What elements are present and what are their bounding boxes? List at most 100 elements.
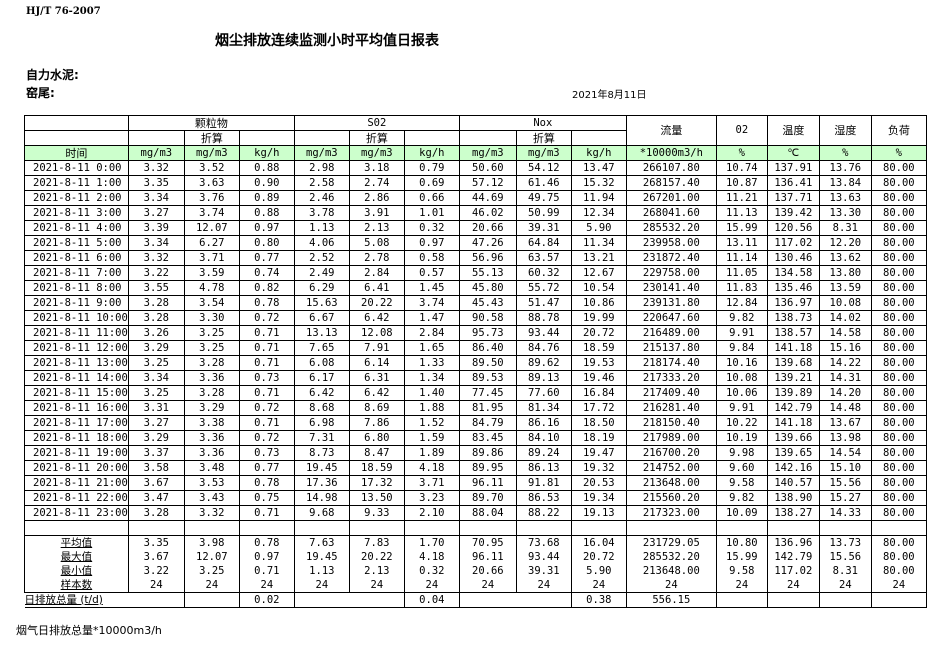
- table-row: 2021-8-11 18:00 3.29 3.36 0.72 7.31 6.80 1.59 8…: [24, 430, 927, 446]
- value-cell: 13.30: [818, 205, 872, 221]
- value-cell: 15.16: [818, 340, 872, 356]
- value-cell: 0.78: [238, 475, 295, 491]
- value-cell: 3.37: [127, 445, 185, 461]
- time-cell: 2021-8-11 21:00: [24, 475, 129, 491]
- stat-value: 24: [818, 578, 872, 593]
- value-cell: 96.11: [458, 475, 517, 491]
- value-cell: 14.20: [818, 385, 872, 401]
- stat-value: 13.73: [818, 535, 872, 550]
- stat-label-text: 样本数: [60, 578, 93, 591]
- value-cell: 12.67: [570, 265, 627, 281]
- empty-cell: [870, 520, 927, 536]
- stat-value: 2.13: [348, 564, 405, 578]
- stat-value: 24: [766, 578, 820, 593]
- value-cell: 50.60: [458, 160, 517, 176]
- value-cell: 86.53: [515, 490, 572, 506]
- empty-cell: [24, 130, 129, 146]
- value-cell: 80.00: [870, 325, 927, 341]
- value-cell: 0.75: [238, 490, 295, 506]
- value-cell: 9.82: [715, 310, 768, 326]
- value-cell: 80.00: [870, 235, 927, 251]
- value-cell: 0.57: [403, 265, 460, 281]
- value-cell: 10.74: [715, 160, 768, 176]
- value-cell: 0.71: [238, 415, 295, 431]
- value-cell: 20.53: [570, 475, 627, 491]
- value-cell: 11.14: [715, 250, 768, 266]
- stat-value: 24: [238, 578, 295, 593]
- value-cell: 1.33: [403, 355, 460, 371]
- table-row: 2021-8-11 20:00 3.58 3.48 0.77 19.45 18.59 4.1…: [24, 460, 927, 476]
- value-cell: 138.90: [766, 490, 820, 506]
- value-cell: 3.52: [183, 160, 240, 176]
- value-cell: 218150.40: [625, 415, 717, 431]
- value-cell: 18.50: [570, 415, 627, 431]
- unit-cell: *10000m3/h: [625, 145, 717, 161]
- value-cell: 19.13: [570, 505, 627, 521]
- value-cell: 8.47: [348, 445, 405, 461]
- value-cell: 0.32: [403, 220, 460, 236]
- table-row: 2021-8-11 12:00 3.29 3.25 0.71 7.65 7.91 1.65 8…: [24, 340, 927, 356]
- value-cell: 88.78: [515, 310, 572, 326]
- table-row: 2021-8-11 2:00 3.34 3.76 0.89 2.46 2.86 0.66 44…: [24, 190, 927, 206]
- value-cell: 0.90: [238, 175, 295, 191]
- value-cell: 3.74: [183, 205, 240, 221]
- value-cell: 2.52: [293, 250, 350, 266]
- value-cell: 137.91: [766, 160, 820, 176]
- value-cell: 10.87: [715, 175, 768, 191]
- value-cell: 1.13: [293, 220, 350, 236]
- value-cell: 13.50: [348, 490, 405, 506]
- value-cell: 81.95: [458, 400, 517, 416]
- table-row: 2021-8-11 13:00 3.25 3.28 0.71 6.08 6.14 1.33 8…: [24, 355, 927, 371]
- value-cell: 80.00: [870, 175, 927, 191]
- value-cell: 89.50: [458, 355, 517, 371]
- table-row: 2021-8-11 7:00 3.22 3.59 0.74 2.49 2.84 0.57 55…: [24, 265, 927, 281]
- stat-value: 12.07: [183, 550, 240, 564]
- value-cell: 130.46: [766, 250, 820, 266]
- group-o2: 02: [715, 115, 768, 146]
- time-cell: 2021-8-11 10:00: [24, 310, 129, 326]
- value-cell: 9.84: [715, 340, 768, 356]
- value-cell: 3.47: [127, 490, 185, 506]
- value-cell: 14.22: [818, 355, 872, 371]
- stat-value: 24: [127, 578, 185, 593]
- value-cell: 6.42: [348, 385, 405, 401]
- value-cell: 3.32: [183, 505, 240, 521]
- stat-label-text: 最大值: [60, 550, 93, 563]
- value-cell: 6.14: [348, 355, 405, 371]
- value-cell: 2.74: [348, 175, 405, 191]
- value-cell: 81.34: [515, 400, 572, 416]
- value-cell: 15.10: [818, 460, 872, 476]
- empty-cell: [870, 592, 927, 608]
- value-cell: 12.84: [715, 295, 768, 311]
- stat-value: 80.00: [870, 564, 927, 578]
- value-cell: 14.33: [818, 505, 872, 521]
- stat-value: 0.71: [238, 564, 295, 578]
- value-cell: 9.98: [715, 445, 768, 461]
- value-cell: 11.34: [570, 235, 627, 251]
- value-cell: 0.71: [238, 340, 295, 356]
- value-cell: 14.48: [818, 400, 872, 416]
- value-cell: 6.42: [293, 385, 350, 401]
- value-cell: 13.13: [293, 325, 350, 341]
- value-cell: 6.29: [293, 280, 350, 296]
- value-cell: 231872.40: [625, 250, 717, 266]
- daily-particulate: 0.02: [238, 592, 295, 608]
- table-row: 2021-8-11 14:00 3.34 3.36 0.73 6.17 6.31 1.34 8…: [24, 370, 927, 386]
- footer-note: 烟气日排放总量*10000m3/h: [16, 624, 162, 637]
- time-header: 时间: [24, 145, 129, 161]
- value-cell: 3.74: [403, 295, 460, 311]
- value-cell: 83.45: [458, 430, 517, 446]
- stat-value: 19.45: [293, 550, 350, 564]
- value-cell: 2.84: [348, 265, 405, 281]
- value-cell: 6.80: [348, 430, 405, 446]
- value-cell: 0.89: [238, 190, 295, 206]
- value-cell: 137.71: [766, 190, 820, 206]
- value-cell: 10.08: [715, 370, 768, 386]
- value-cell: 11.05: [715, 265, 768, 281]
- value-cell: 18.59: [570, 340, 627, 356]
- company-label: 自力水泥:: [26, 68, 79, 82]
- value-cell: 267201.00: [625, 190, 717, 206]
- value-cell: 13.84: [818, 175, 872, 191]
- units-row: 时间 mg/m3 mg/m3 kg/h mg/m3 mg/m3 kg/h mg/m3 mg/m…: [24, 145, 927, 161]
- value-cell: 0.58: [403, 250, 460, 266]
